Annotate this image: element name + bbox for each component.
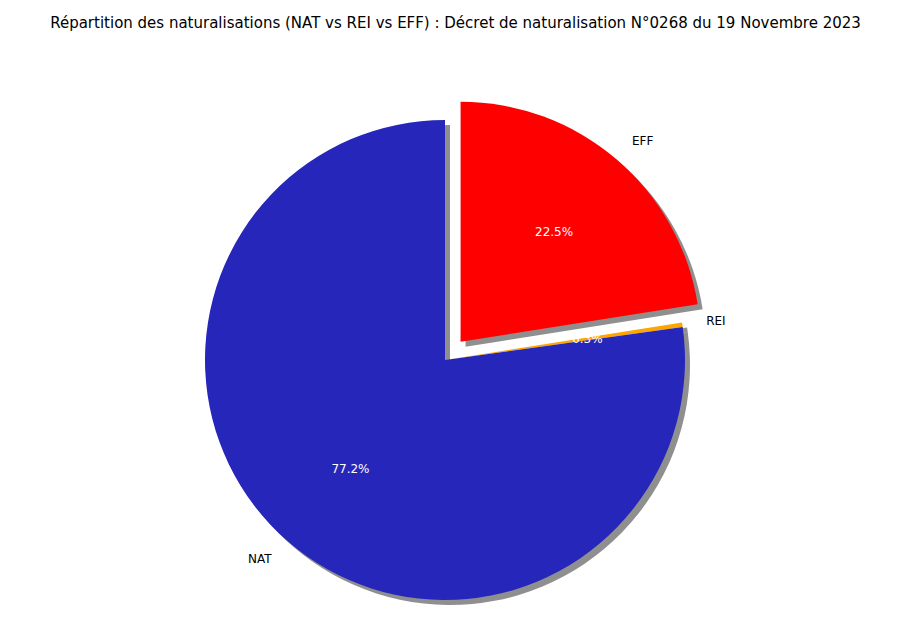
- svg-text:0.3%: 0.3%: [572, 332, 603, 346]
- svg-text:REI: REI: [706, 314, 725, 328]
- html-text:Répartition des naturalisation: Répartition des naturalisations (NAT vs …: [50, 14, 861, 32]
- svg-text:22.5%: 22.5%: [535, 225, 573, 239]
- svg-text:EFF: EFF: [632, 134, 653, 148]
- svg-text:77.2%: 77.2%: [331, 462, 369, 476]
- svg-text:NAT: NAT: [248, 552, 272, 566]
